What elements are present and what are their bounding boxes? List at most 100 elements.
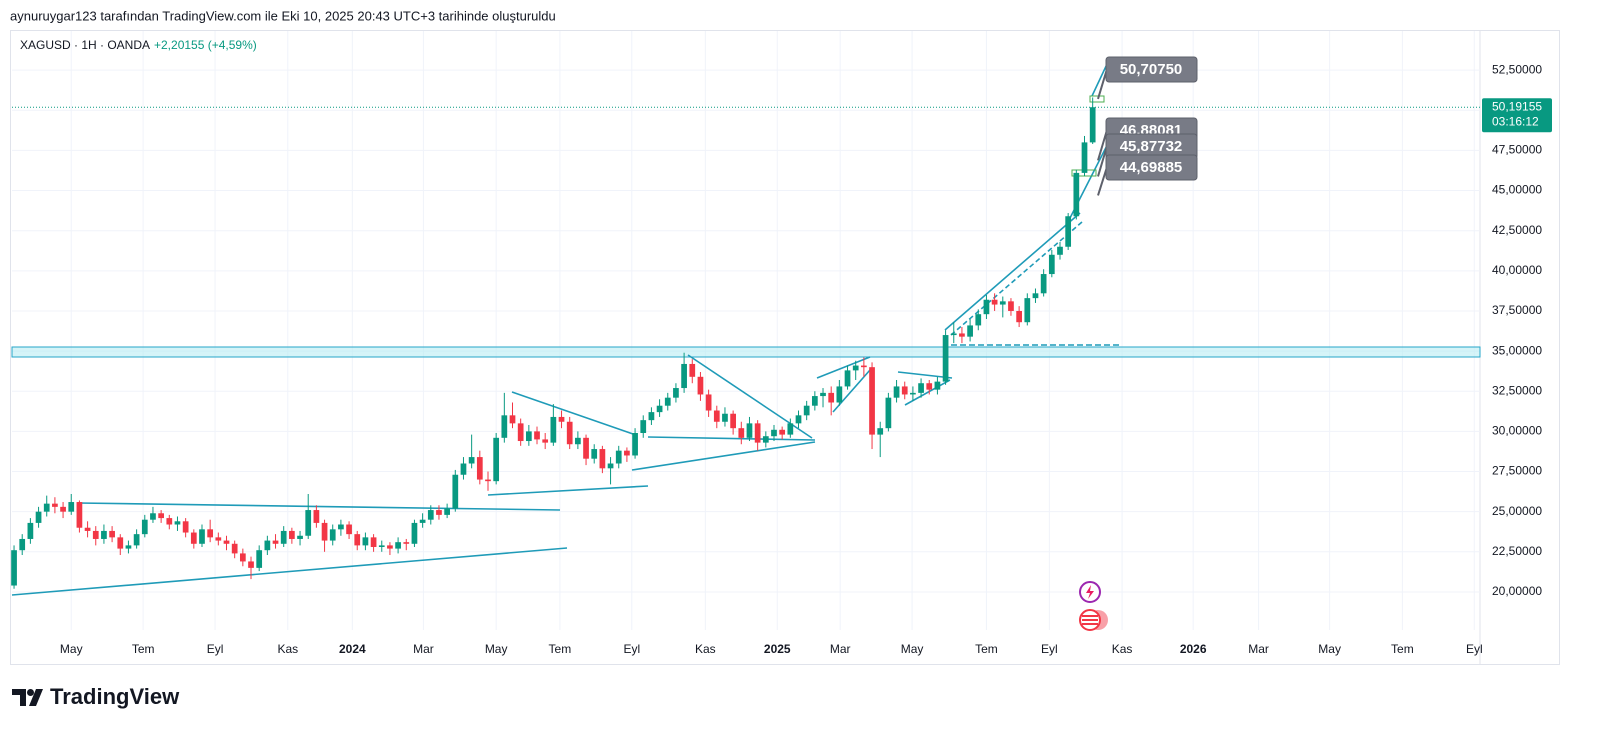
candle-body <box>910 392 916 395</box>
candle-body <box>975 314 982 326</box>
symbol: XAGUSD · 1H · OANDA <box>20 38 150 52</box>
candle-body <box>885 397 892 429</box>
x-tick-label: May <box>485 642 508 656</box>
y-tick-label: 27,50000 <box>1492 464 1542 478</box>
annotation-box <box>1105 154 1198 181</box>
candle-body <box>329 529 336 541</box>
y-tick-label: 35,00000 <box>1492 343 1542 357</box>
candle-body <box>877 428 884 435</box>
x-tick-label: Eyl <box>207 642 224 656</box>
x-tick-label: 2026 <box>1180 642 1207 656</box>
candle-body <box>1065 216 1072 247</box>
chart-frame <box>10 30 1560 665</box>
candle-body <box>76 502 83 528</box>
candle-body <box>370 537 377 547</box>
candle-body <box>305 510 312 536</box>
annotation-label: 44,69885 <box>1120 159 1183 176</box>
candle-body <box>918 383 924 393</box>
candle-body <box>607 463 614 469</box>
x-tick-label: May <box>1318 642 1341 656</box>
x-tick-label: Mar <box>1248 642 1269 656</box>
candle-body <box>999 301 1006 305</box>
candle-body <box>207 529 214 538</box>
annotation-label: 45,87732 <box>1120 138 1183 155</box>
candle-body <box>43 503 50 512</box>
candle-body <box>84 527 91 531</box>
trend-line <box>487 485 649 496</box>
candle-body <box>787 423 794 435</box>
candle-body <box>452 474 459 509</box>
candle-body <box>566 421 573 445</box>
candle-body <box>656 405 663 413</box>
candle-body <box>705 394 712 411</box>
candle-body <box>248 561 254 568</box>
candle-body <box>231 543 238 554</box>
y-tick-label: 47,50000 <box>1492 143 1542 157</box>
x-tick-label: Tem <box>549 642 572 656</box>
flag-stripes <box>1082 615 1098 625</box>
candle-body <box>836 386 843 403</box>
candle-body <box>844 370 851 387</box>
x-tick-label: Kas <box>695 642 716 656</box>
x-tick-label: May <box>60 642 83 656</box>
candle-body <box>869 367 875 435</box>
candle-body <box>942 335 949 382</box>
candle-body <box>264 540 271 551</box>
caption: aynuruygar123 tarafından TradingView.com… <box>10 8 556 23</box>
candle-body <box>991 299 998 305</box>
candle-body <box>436 510 442 515</box>
candle-body <box>239 553 246 562</box>
candle-body <box>525 431 532 442</box>
candles <box>11 97 1096 589</box>
candle-body <box>427 510 434 520</box>
candle-body <box>950 333 957 336</box>
candle-body <box>101 530 107 539</box>
candle-body <box>713 410 720 422</box>
candle-body <box>141 519 148 535</box>
candle-body <box>485 479 491 482</box>
candle-body <box>542 439 549 443</box>
candle-body <box>444 508 450 515</box>
candle-body <box>1081 142 1088 173</box>
candle-body <box>681 363 687 389</box>
trend-line <box>944 212 1081 331</box>
candle-body <box>934 381 941 390</box>
y-tick-label: 25,00000 <box>1492 504 1542 518</box>
candle-body <box>624 450 630 456</box>
candle-body <box>419 519 426 523</box>
candle-body <box>362 537 369 546</box>
candle-body <box>35 511 42 523</box>
marker <box>1089 95 1105 103</box>
candle-body <box>493 437 500 482</box>
candle-body <box>795 415 802 424</box>
candle-body <box>321 522 328 541</box>
candle-body <box>722 413 728 422</box>
candle-body <box>256 550 263 568</box>
drawings <box>11 61 1121 596</box>
candle-body <box>779 429 786 435</box>
candle-body <box>983 299 990 315</box>
candle-body <box>395 542 401 549</box>
countdown: 03:16:12 <box>1492 114 1539 128</box>
candle-body <box>828 392 835 403</box>
candle-body <box>1057 246 1063 255</box>
candle-body <box>346 524 352 535</box>
candle-body <box>199 529 205 544</box>
candle-body <box>223 540 230 544</box>
x-tick-label: Mar <box>413 642 434 656</box>
grid <box>12 31 1480 630</box>
candle-body <box>411 522 418 544</box>
trend-line <box>950 221 1083 336</box>
candle-body <box>68 502 75 512</box>
candle-body <box>1048 254 1055 275</box>
candle-body <box>133 534 140 546</box>
candle-body <box>1073 172 1080 217</box>
candle-body <box>820 392 826 397</box>
candle-body <box>771 429 777 437</box>
candle-body <box>591 449 598 459</box>
trend-line <box>77 502 561 511</box>
y-tick-label: 22,50000 <box>1492 544 1542 558</box>
candle-body <box>354 534 361 546</box>
candle-body <box>387 545 393 549</box>
x-tick-label: Eyl <box>623 642 640 656</box>
